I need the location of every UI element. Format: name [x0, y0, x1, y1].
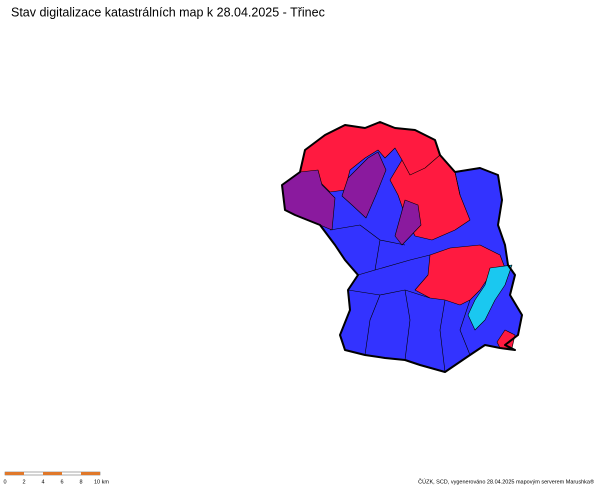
scale-segment	[43, 472, 62, 475]
region-cyan	[467, 264, 513, 331]
scale-bar: 0 2 4 6 8 10 km	[3, 471, 109, 485]
scale-label: 6	[60, 479, 63, 485]
region-purple	[394, 199, 422, 246]
scale-label: 4	[41, 479, 44, 485]
scale-label: 0	[3, 479, 6, 485]
scale-segment	[5, 472, 24, 475]
region-borders	[329, 154, 471, 373]
scale-label: 8	[79, 479, 82, 485]
region-red	[414, 244, 506, 306]
map-regions	[281, 121, 523, 373]
credit: ČÚZK, SCD, vygenerováno 28.04.2025 mapov…	[418, 478, 594, 485]
scale-segment	[81, 472, 100, 475]
region-outline	[281, 121, 523, 373]
scale-label: 10 km	[94, 479, 109, 485]
region-purple	[341, 151, 387, 219]
scale-label: 2	[22, 479, 25, 485]
map-title: Stav digitalizace katastrálních map k 28…	[11, 5, 325, 19]
